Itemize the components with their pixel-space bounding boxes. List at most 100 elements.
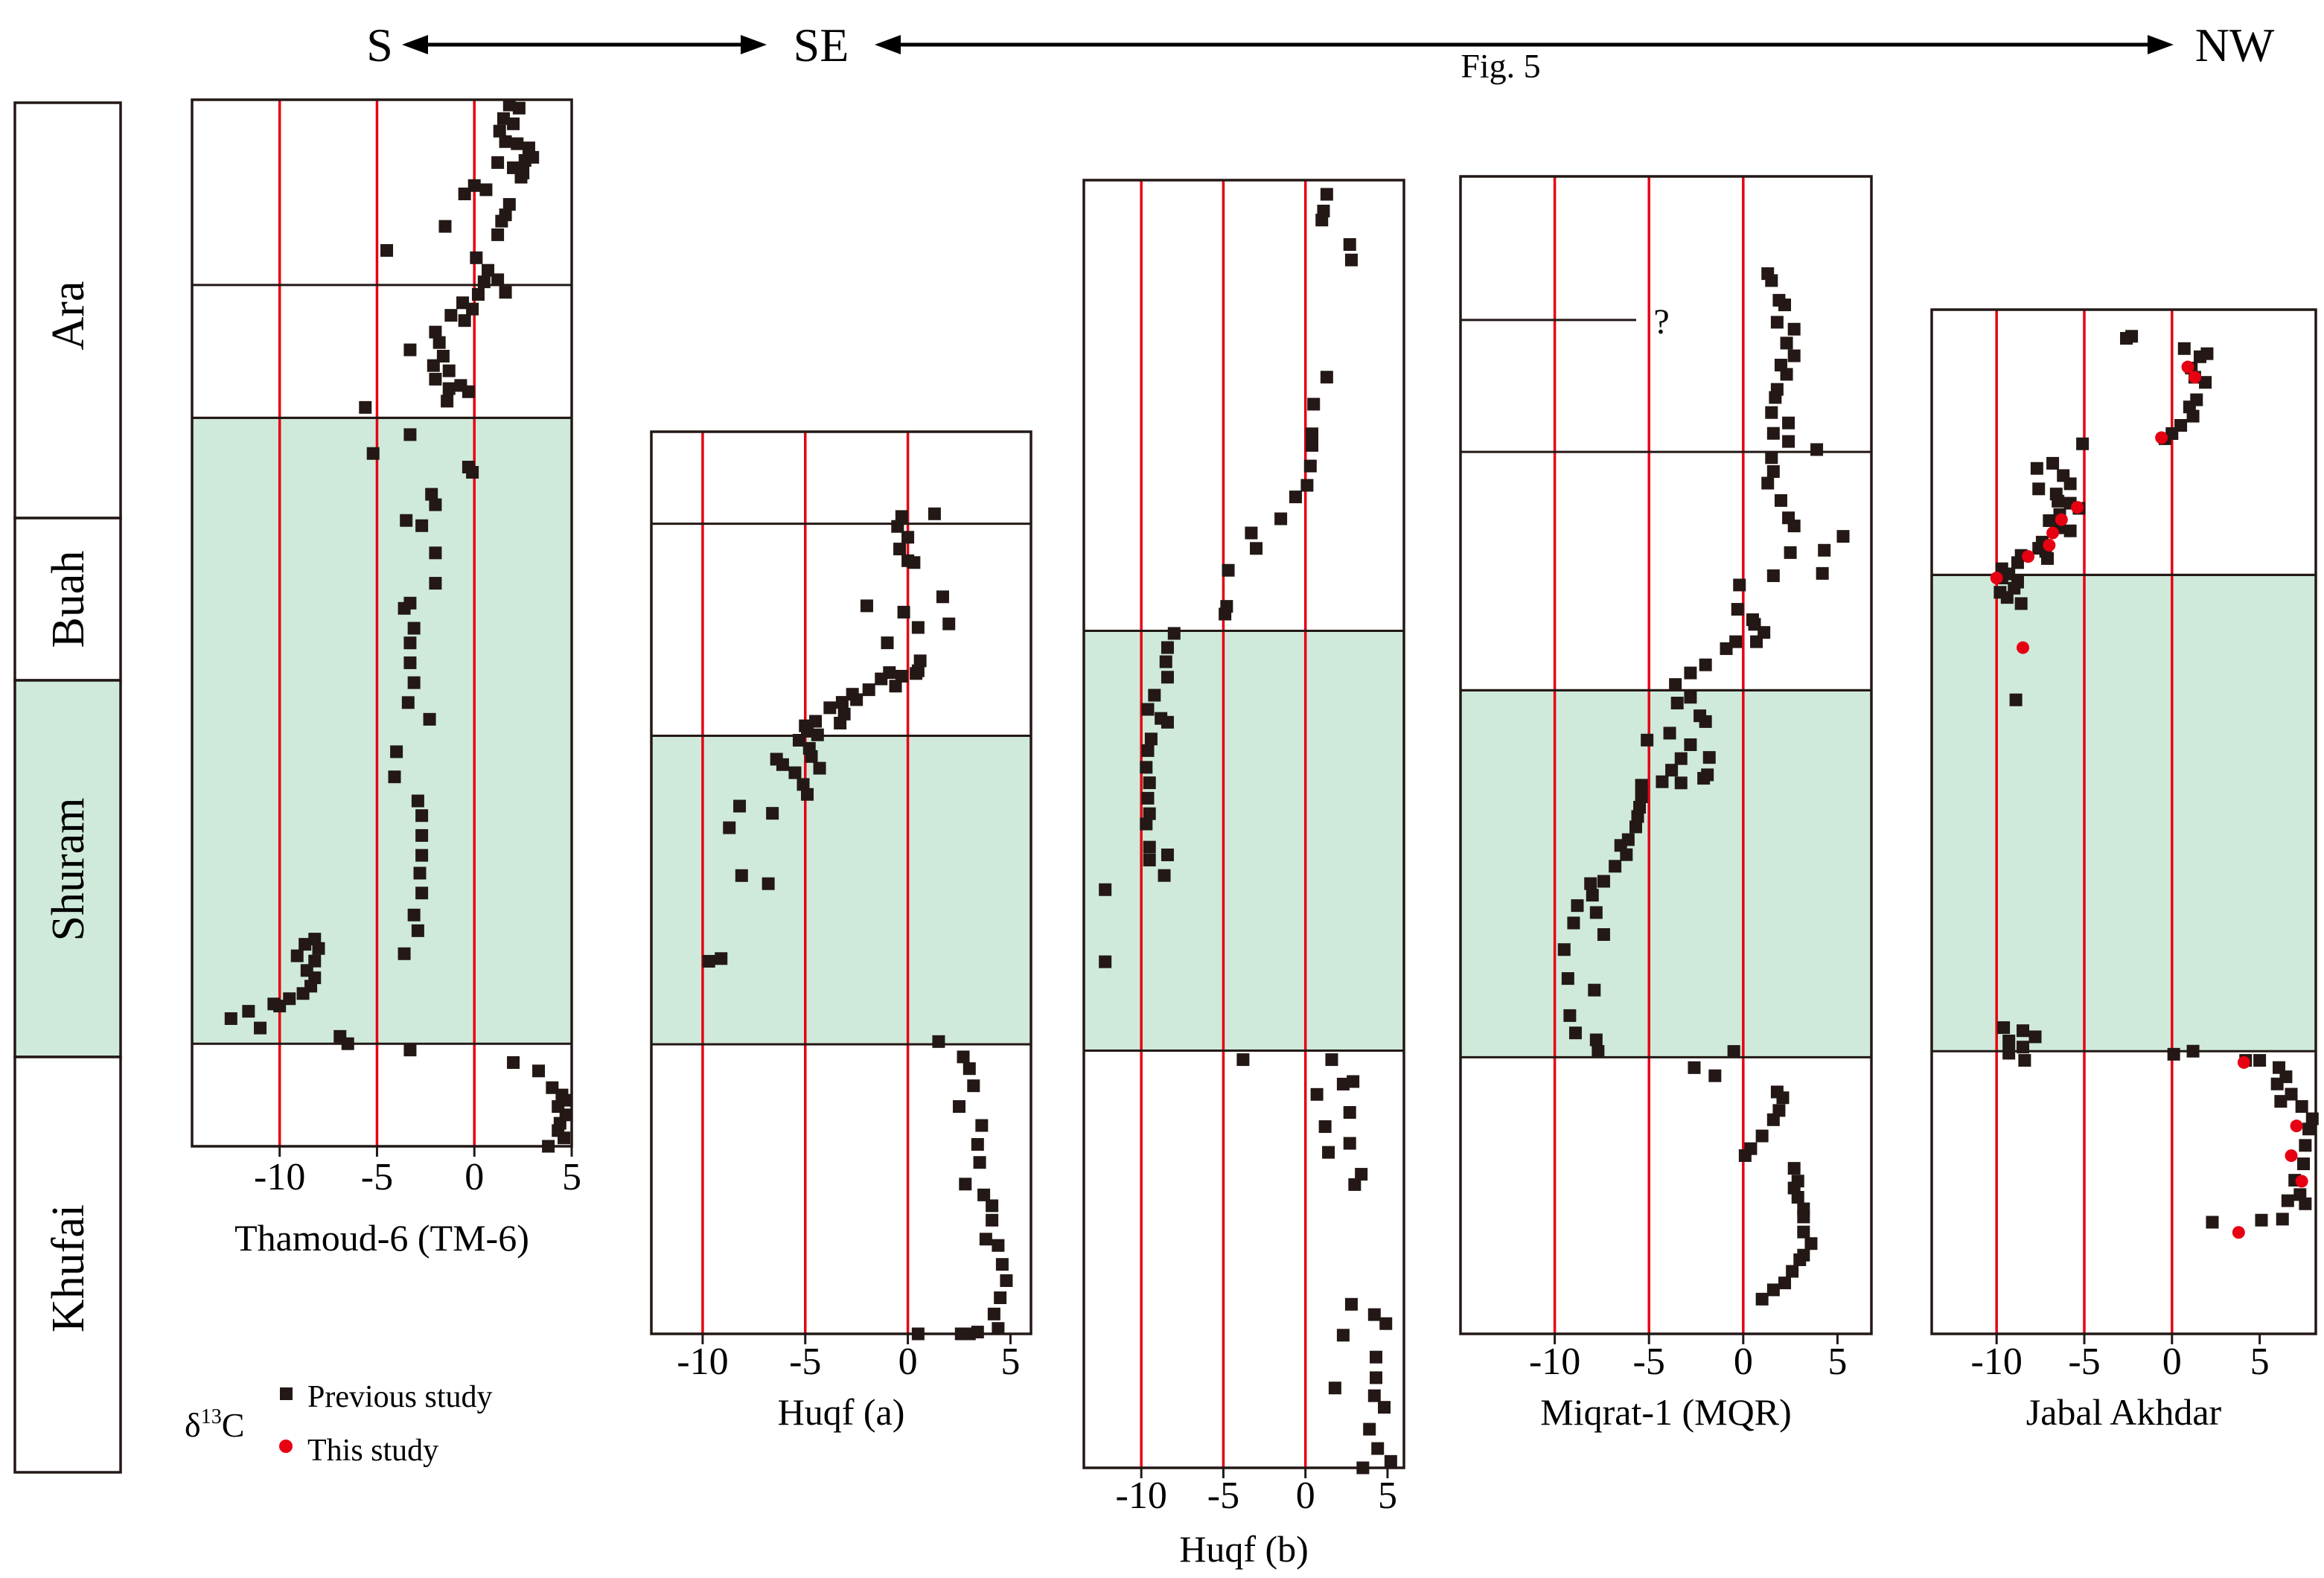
previous-study-point: [1245, 526, 1258, 540]
previous-study-point: [425, 488, 438, 501]
previous-study-point: [1561, 972, 1574, 986]
previous-study-point: [911, 621, 925, 634]
previous-study-point: [507, 1056, 520, 1070]
previous-study-point: [860, 599, 873, 613]
previous-study-point: [1161, 641, 1174, 654]
previous-study-point: [1303, 459, 1317, 473]
previous-study-point: [299, 938, 312, 951]
panel-title: Jabal Akhdar: [2026, 1391, 2222, 1433]
panel-title: Huqf (b): [1179, 1528, 1309, 1570]
previous-study-point: [910, 667, 923, 680]
previous-study-point: [423, 712, 436, 726]
previous-study-point: [458, 188, 471, 201]
previous-study-point: [1635, 790, 1648, 803]
previous-study-point: [801, 788, 814, 801]
previous-study-point: [1347, 1075, 1360, 1088]
previous-study-point: [415, 887, 429, 900]
previous-study-point: [1000, 1274, 1013, 1287]
previous-study-point: [875, 672, 888, 686]
previous-study-point: [466, 302, 479, 316]
previous-study-point: [715, 952, 728, 965]
previous-study-point: [1318, 1120, 1332, 1134]
previous-study-point: [971, 1137, 984, 1151]
previous-study-point: [312, 942, 325, 955]
previous-study-point: [942, 617, 956, 630]
previous-study-point: [1787, 520, 1801, 533]
previous-study-point: [1325, 1053, 1338, 1067]
previous-study-point: [1631, 810, 1644, 823]
previous-study-point: [1818, 543, 1831, 557]
previous-study-point: [1310, 1087, 1324, 1101]
shaded-interval: [651, 735, 1031, 1044]
previous-study-point: [1701, 768, 1714, 782]
panel-title: Thamoud-6 (TM-6): [234, 1217, 529, 1259]
previous-study-point: [1766, 427, 1780, 440]
previous-study-point: [1836, 530, 1850, 543]
previous-study-point: [2167, 1047, 2180, 1061]
previous-study-point: [429, 372, 442, 386]
previous-study-point: [466, 466, 479, 479]
previous-study-point: [1670, 697, 1684, 710]
previous-study-point: [2199, 376, 2212, 389]
previous-study-point: [429, 577, 442, 590]
previous-study-point: [992, 1322, 1005, 1335]
panel-jabal-akhdar: -10 -5 0 5 Jabal Akhdar: [1930, 308, 2319, 1433]
x-tick-label: 5: [1827, 1341, 1847, 1383]
panel-title: Miqrat-1 (MQR): [1540, 1391, 1791, 1433]
x-tick-label: 5: [1000, 1341, 1020, 1383]
previous-study-point: [411, 924, 424, 937]
previous-study-point: [2052, 494, 2065, 508]
x-tick-label: 0: [1296, 1475, 1315, 1517]
previous-study-point: [1143, 840, 1156, 854]
previous-study-point: [733, 799, 747, 813]
previous-study-point: [458, 314, 471, 328]
previous-study-point: [1320, 188, 1333, 201]
previous-study-point: [994, 1291, 1007, 1305]
previous-study-point: [2030, 461, 2043, 475]
previous-study-point: [511, 137, 524, 150]
this-study-point: [2181, 360, 2194, 374]
previous-study-point: [986, 1213, 999, 1227]
previous-study-point: [401, 696, 415, 709]
previous-study-point: [2014, 597, 2028, 610]
this-study-point: [1990, 572, 2003, 585]
previous-study-point: [1787, 349, 1801, 362]
previous-study-point: [987, 1307, 1000, 1320]
previous-study-point: [959, 1178, 972, 1191]
formation-label-shuram: Shuram: [43, 798, 94, 942]
previous-study-point: [1143, 807, 1156, 820]
shaded-interval: [1084, 630, 1404, 1051]
previous-study-point: [1379, 1317, 1393, 1330]
x-tick-label: -10: [254, 1156, 305, 1198]
previous-study-point: [2206, 1216, 2219, 1229]
formation-box-buah: [13, 517, 122, 682]
previous-study-point: [1141, 791, 1155, 805]
previous-study-point: [444, 309, 458, 322]
previous-study-point: [766, 807, 779, 820]
previous-study-point: [512, 101, 526, 115]
previous-study-point: [2281, 1194, 2294, 1207]
previous-study-point: [1378, 1401, 1391, 1414]
legend-previous-study-label: Previous study: [307, 1380, 493, 1414]
this-study-point: [2285, 1149, 2298, 1163]
previous-study-point: [1641, 733, 1654, 747]
previous-study-point: [893, 543, 907, 556]
previous-study-point: [1784, 546, 1797, 559]
previous-study-point: [1344, 1297, 1358, 1311]
previous-study-point: [835, 696, 849, 709]
previous-study-point: [388, 770, 401, 784]
x-tick-label: 5: [562, 1156, 581, 1198]
previous-study-point: [1307, 397, 1321, 411]
previous-study-point: [413, 866, 427, 880]
x-tick-label: -5: [1207, 1475, 1239, 1517]
previous-study-point: [518, 154, 531, 167]
previous-study-point: [2028, 1030, 2042, 1044]
legend-previous-study-marker: [280, 1387, 293, 1400]
previous-study-point: [546, 1081, 559, 1094]
arrow-s-se-left-head: [402, 35, 428, 54]
previous-study-point: [479, 183, 493, 197]
previous-study-point: [429, 325, 442, 339]
previous-study-point: [403, 1044, 417, 1057]
previous-study-point: [499, 286, 512, 299]
previous-study-point: [1140, 761, 1153, 774]
